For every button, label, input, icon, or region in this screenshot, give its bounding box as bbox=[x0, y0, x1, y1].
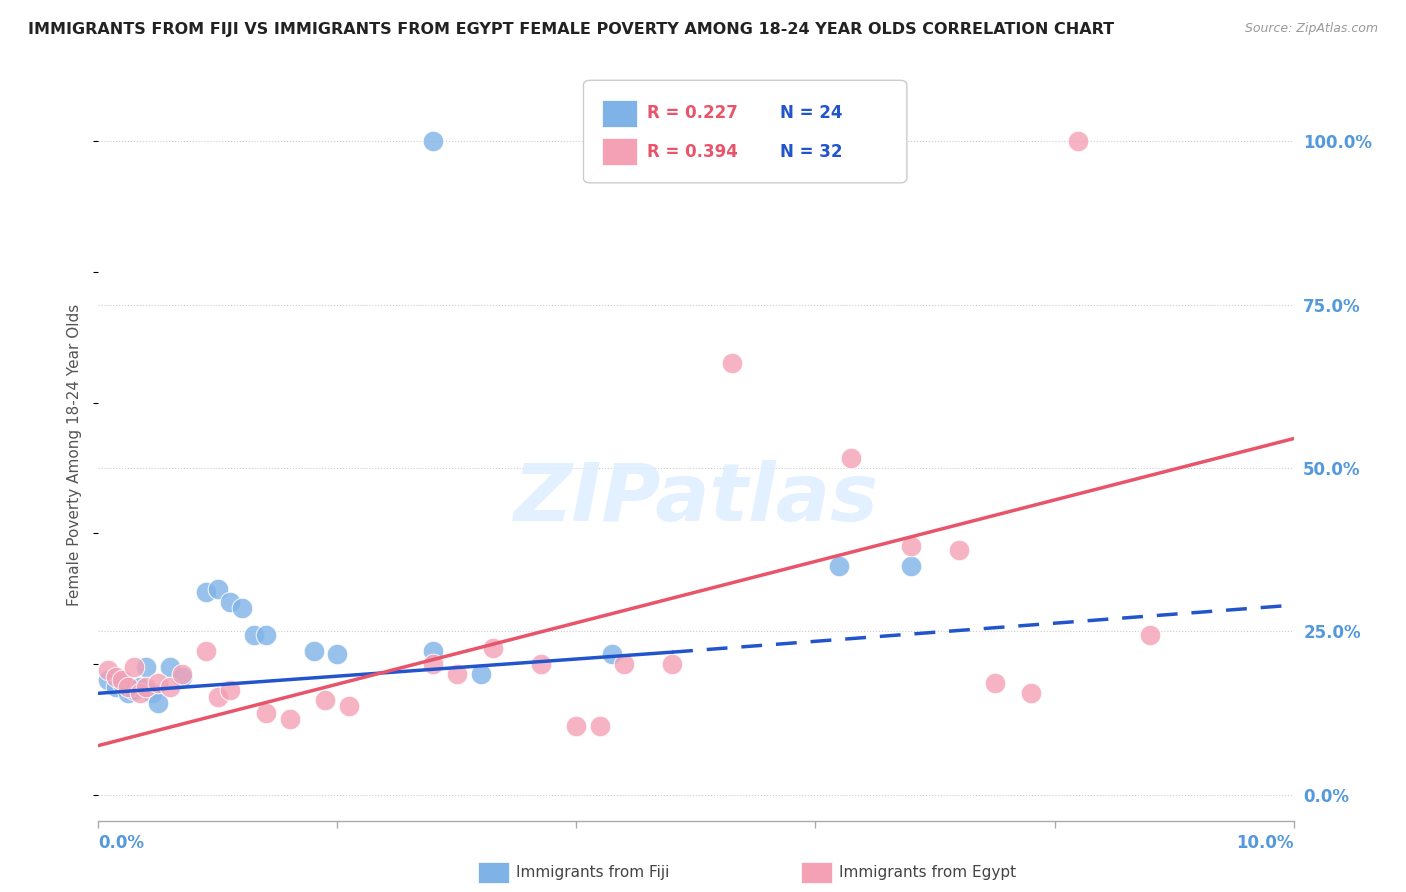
Point bbox=[278, 713, 301, 727]
Text: Immigrants from Egypt: Immigrants from Egypt bbox=[839, 865, 1017, 880]
Point bbox=[339, 699, 360, 714]
Point bbox=[135, 680, 157, 694]
Point bbox=[422, 135, 444, 149]
Point bbox=[326, 647, 349, 661]
Point bbox=[984, 676, 1007, 690]
Point bbox=[422, 644, 444, 658]
Point bbox=[841, 451, 863, 466]
Point bbox=[900, 539, 922, 553]
Point bbox=[105, 680, 128, 694]
Point bbox=[207, 582, 229, 596]
Point bbox=[195, 644, 218, 658]
Point bbox=[97, 673, 120, 688]
Text: Source: ZipAtlas.com: Source: ZipAtlas.com bbox=[1244, 22, 1378, 36]
Point bbox=[565, 719, 588, 733]
Point bbox=[105, 670, 128, 684]
Text: N = 24: N = 24 bbox=[780, 104, 842, 122]
Text: R = 0.394: R = 0.394 bbox=[647, 143, 738, 161]
Point bbox=[117, 686, 139, 700]
Point bbox=[470, 666, 492, 681]
Text: IMMIGRANTS FROM FIJI VS IMMIGRANTS FROM EGYPT FEMALE POVERTY AMONG 18-24 YEAR OL: IMMIGRANTS FROM FIJI VS IMMIGRANTS FROM … bbox=[28, 22, 1114, 37]
Point bbox=[148, 696, 170, 710]
Point bbox=[97, 664, 120, 678]
Point bbox=[195, 585, 218, 599]
Point bbox=[231, 601, 253, 615]
Point bbox=[602, 647, 624, 661]
Point bbox=[243, 627, 266, 641]
Point bbox=[254, 706, 277, 720]
Point bbox=[117, 680, 139, 694]
Point bbox=[613, 657, 636, 671]
Point bbox=[111, 676, 134, 690]
Point bbox=[589, 719, 612, 733]
Point bbox=[219, 595, 242, 609]
Point bbox=[828, 558, 851, 573]
Point bbox=[1067, 135, 1090, 149]
Text: 0.0%: 0.0% bbox=[98, 834, 145, 852]
Text: N = 32: N = 32 bbox=[780, 143, 842, 161]
Point bbox=[148, 676, 170, 690]
Point bbox=[172, 670, 194, 684]
Point bbox=[529, 657, 551, 671]
Text: 10.0%: 10.0% bbox=[1236, 834, 1294, 852]
Point bbox=[159, 680, 181, 694]
Point bbox=[141, 686, 163, 700]
Point bbox=[1019, 686, 1042, 700]
Point bbox=[661, 657, 683, 671]
Point bbox=[254, 627, 277, 641]
Point bbox=[129, 680, 152, 694]
Point bbox=[900, 558, 922, 573]
Point bbox=[135, 660, 157, 674]
Point bbox=[315, 693, 337, 707]
Point bbox=[124, 660, 146, 674]
Point bbox=[111, 673, 134, 688]
Point bbox=[219, 683, 242, 698]
Point bbox=[721, 356, 744, 371]
Point bbox=[446, 666, 468, 681]
Y-axis label: Female Poverty Among 18-24 Year Olds: Female Poverty Among 18-24 Year Olds bbox=[67, 304, 83, 606]
Point bbox=[207, 690, 229, 704]
Text: Immigrants from Fiji: Immigrants from Fiji bbox=[516, 865, 669, 880]
Point bbox=[481, 640, 505, 655]
Point bbox=[948, 542, 970, 557]
Point bbox=[124, 683, 146, 698]
Text: R = 0.227: R = 0.227 bbox=[647, 104, 738, 122]
Point bbox=[1139, 627, 1161, 641]
Point bbox=[302, 644, 325, 658]
Point bbox=[129, 686, 152, 700]
Text: ZIPatlas: ZIPatlas bbox=[513, 459, 879, 538]
Point bbox=[172, 666, 194, 681]
Point bbox=[159, 660, 181, 674]
Point bbox=[422, 657, 444, 671]
